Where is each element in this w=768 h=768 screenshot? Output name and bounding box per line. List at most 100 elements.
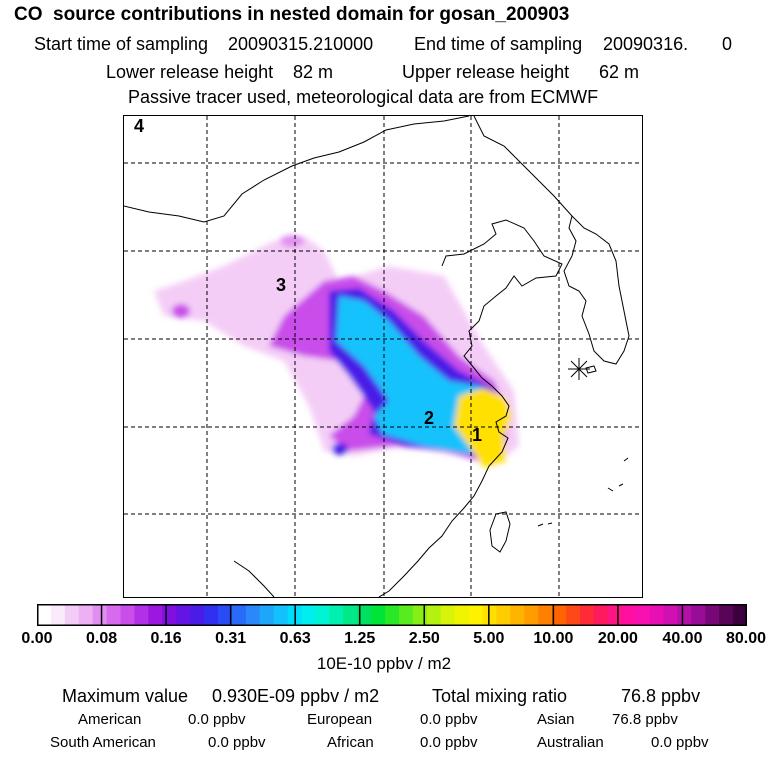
lower-height-value: 82 m	[293, 62, 334, 82]
colorbar-tick-label: 2.50	[408, 630, 440, 647]
start-time-label: Start time of sampling	[34, 34, 209, 54]
colorbar-cell	[649, 604, 665, 626]
colorbar-cell	[552, 604, 567, 626]
maximum-value: 0.930E-09 ppbv / m2	[212, 686, 380, 706]
korea-border	[473, 116, 573, 217]
colorbar-cell	[566, 604, 581, 626]
colorbar-border	[37, 604, 747, 626]
end-time-value: 20090316.	[603, 34, 689, 54]
south-american-value: 0.0 ppbv	[208, 734, 266, 751]
colorbar-cell	[733, 604, 747, 626]
colorbar-cell	[245, 604, 261, 626]
upper-height-label: Upper release height	[402, 62, 570, 82]
colorbar-cell	[37, 604, 52, 626]
graticule	[124, 116, 642, 597]
colorbar-units: 10E-10 ppbv / m2	[316, 654, 452, 673]
european-label: European	[307, 711, 373, 728]
colorbar-cell	[273, 604, 289, 626]
islands-ryukyu	[537, 457, 629, 527]
colorbar-cell	[217, 604, 233, 626]
colorbar-cell	[607, 604, 623, 626]
european-value: 0.0 ppbv	[420, 711, 478, 728]
colorbar-tick-label: 5.00	[473, 630, 505, 647]
colorbar-cell	[134, 604, 149, 626]
colorbar-cell	[64, 604, 80, 626]
asian-label: Asian	[537, 711, 575, 728]
total-value: 76.8 ppbv	[621, 686, 701, 706]
colorbar-tick-label: 0.63	[279, 630, 311, 647]
colorbar-cell	[496, 604, 511, 626]
colorbar-cell	[454, 604, 470, 626]
colorbar-cell	[412, 604, 428, 626]
colorbar	[37, 604, 747, 626]
colorbar-tick-label: 0.00	[21, 630, 53, 647]
colorbar-cell	[190, 604, 205, 626]
maximum-label: Maximum value	[62, 686, 189, 706]
china-coast	[378, 219, 563, 597]
colorbar-cell	[92, 604, 108, 626]
colorbar-cell	[398, 604, 414, 626]
african-label: African	[327, 734, 374, 751]
region-label-1: 1	[472, 425, 482, 445]
colorbar-cell	[621, 604, 637, 626]
region-label-3: 3	[276, 275, 286, 295]
colorbar-cell	[106, 604, 122, 626]
asian-value: 76.8 ppbv	[612, 711, 678, 728]
end-time-label: End time of sampling	[414, 34, 583, 54]
colorbar-cell	[259, 604, 275, 626]
colorbar-cell	[691, 604, 706, 626]
colorbar-cell	[677, 604, 692, 626]
plume-small-patch-west	[172, 304, 190, 318]
hainan-coast	[233, 560, 275, 597]
receptor-marker	[568, 358, 590, 380]
colorbar-cell	[426, 604, 442, 626]
plume-small-patch-north	[280, 235, 304, 247]
colorbar-cell	[482, 604, 498, 626]
plume-yellow	[454, 388, 512, 468]
colorbar-cell	[593, 604, 609, 626]
american-label: American	[78, 711, 142, 728]
region-label-2: 2	[424, 408, 434, 428]
chart-title: CO source contributions in nested domain…	[14, 4, 570, 25]
african-value: 0.0 ppbv	[420, 734, 478, 751]
total-label: Total mixing ratio	[432, 686, 568, 706]
colorbar-cell	[468, 604, 484, 626]
end-time-suffix: 0	[722, 34, 733, 54]
upper-height-value: 62 m	[599, 62, 640, 82]
colorbar-cell	[635, 604, 651, 626]
colorbar-tick-label: 0.31	[215, 630, 247, 647]
colorbar-cell	[148, 604, 163, 626]
colorbar-cell	[315, 604, 330, 626]
tracer-note: Passive tracer used, meteorological data…	[128, 87, 599, 107]
colorbar-cell	[301, 604, 317, 626]
coastlines	[124, 116, 630, 597]
colorbar-cell	[357, 604, 372, 626]
colorbar-cell	[162, 604, 177, 626]
colorbar-cell	[705, 604, 720, 626]
northern-border	[124, 116, 470, 223]
south-american-label: South American	[50, 734, 156, 751]
start-time-value: 20090315.210000	[228, 34, 374, 54]
colorbar-cell	[343, 604, 358, 626]
colorbar-cell	[204, 604, 219, 626]
australian-value: 0.0 ppbv	[651, 734, 709, 751]
colorbar-tick-label: 40.00	[662, 630, 703, 647]
korea-peninsula	[563, 215, 630, 365]
map-panel: 4 3 2 1	[123, 115, 643, 598]
colorbar-cell	[78, 604, 94, 626]
plume-small-patch-south	[332, 443, 348, 455]
colorbar-cell	[231, 604, 247, 626]
colorbar-tick-label: 0.08	[85, 630, 118, 647]
colorbar-cell	[371, 604, 386, 626]
region-label-4: 4	[134, 116, 144, 136]
colorbar-cell	[50, 604, 66, 626]
colorbar-tick-label: 20.00	[597, 630, 638, 647]
colorbar-cell	[663, 604, 678, 626]
map-svg: 4 3 2 1	[124, 116, 642, 597]
colorbar-cell	[719, 604, 734, 626]
colorbar-cell	[524, 604, 539, 626]
colorbar-tick-label: 1.25	[344, 630, 376, 647]
jeju-island	[585, 365, 597, 374]
lower-height-label: Lower release height	[106, 62, 274, 82]
plume	[154, 235, 519, 468]
